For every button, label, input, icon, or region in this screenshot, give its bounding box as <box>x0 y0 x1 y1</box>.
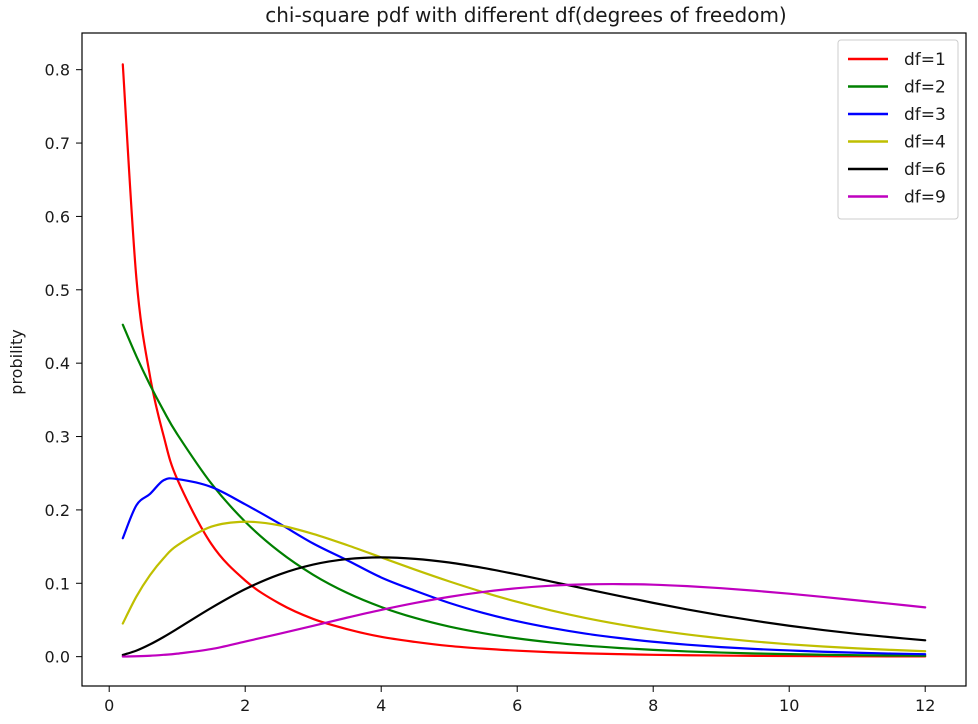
x-tick-label: 6 <box>512 696 522 715</box>
y-tick-label: 0.1 <box>45 574 70 593</box>
x-tick-label: 8 <box>648 696 658 715</box>
series-line-df-4 <box>121 520 927 653</box>
y-tick-label: 0.4 <box>45 354 70 373</box>
y-tick-label: 0.0 <box>45 648 70 667</box>
y-tick-label: 0.6 <box>45 207 70 226</box>
y-tick-label: 0.7 <box>45 134 70 153</box>
ticks-layer: 0 2 4 6 8 10 12 0.0 0.1 0.2 0.3 0.4 0.5 0.6 0.7 0.8 <box>45 61 936 715</box>
legend-label: df=1 <box>904 50 946 70</box>
x-tick-label: 10 <box>779 696 799 715</box>
series-line-df-2 <box>121 323 927 657</box>
legend-label: df=3 <box>904 105 946 125</box>
plot-area <box>81 32 967 687</box>
y-tick-label: 0.5 <box>45 281 70 300</box>
chart-title: chi-square pdf with different df(degrees… <box>265 3 787 27</box>
legend-label: df=9 <box>904 188 946 208</box>
series-line-df-6 <box>121 556 927 657</box>
y-tick-label: 0.2 <box>45 501 70 520</box>
series-line-df-3 <box>121 477 927 656</box>
legend: df=1 df=2 df=3 df=4 df=6 df=9 <box>837 39 959 220</box>
legend-box <box>837 39 959 220</box>
legend-label: df=2 <box>904 78 946 98</box>
x-tick-label: 12 <box>915 696 935 715</box>
y-axis-label: probility <box>7 329 26 394</box>
legend-label: df=4 <box>904 133 946 153</box>
x-tick-label: 0 <box>104 696 114 715</box>
x-tick-label: 2 <box>240 696 250 715</box>
series-line-df-1 <box>121 63 927 658</box>
series-layer <box>121 63 927 658</box>
y-tick-label: 0.8 <box>45 61 70 80</box>
series-line-df-9 <box>121 582 927 658</box>
y-tick-label: 0.3 <box>45 428 70 447</box>
x-tick-label: 4 <box>376 696 386 715</box>
plot-frame <box>81 32 967 687</box>
legend-label: df=6 <box>904 160 946 180</box>
